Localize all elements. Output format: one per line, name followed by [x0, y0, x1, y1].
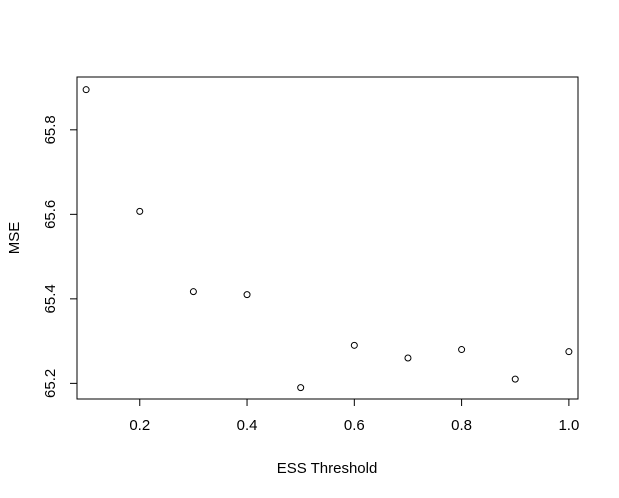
x-tick-label: 0.6 [344, 417, 365, 434]
data-point [136, 207, 144, 215]
x-axis-title: ESS Threshold [277, 460, 378, 477]
data-point [565, 348, 573, 356]
plot-frame [76, 76, 579, 400]
y-axis: 65.2 65.4 65.6 65.8 [42, 115, 77, 398]
x-tick-label: 0.4 [237, 417, 258, 434]
data-point [511, 375, 519, 383]
data-point [243, 291, 251, 299]
data-point [82, 86, 90, 94]
y-tick-label: 65.4 [42, 284, 59, 313]
y-axis-title: MSE [6, 222, 23, 255]
data-point [189, 288, 197, 296]
x-tick-label: 0.2 [129, 417, 150, 434]
x-tick-label: 0.8 [451, 417, 472, 434]
data-point [404, 354, 412, 362]
data-point [297, 384, 305, 392]
data-points [82, 86, 573, 392]
y-tick-label: 65.2 [42, 369, 59, 398]
y-tick-label: 65.6 [42, 200, 59, 229]
y-tick-label: 65.8 [42, 115, 59, 144]
data-point [350, 341, 358, 349]
x-tick-label: 1.0 [558, 417, 579, 434]
data-point [458, 346, 466, 354]
x-axis: 0.2 0.4 0.6 0.8 1.0 [129, 399, 579, 434]
